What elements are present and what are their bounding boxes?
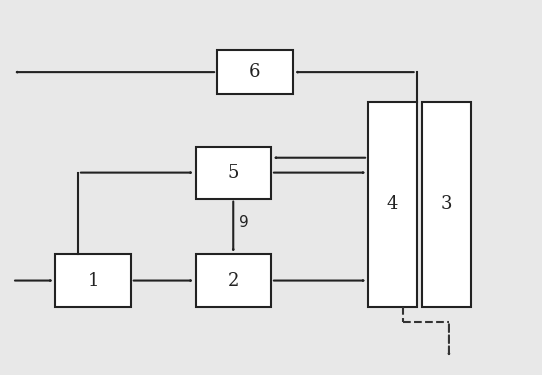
Text: 6: 6 <box>249 63 261 81</box>
Text: 1: 1 <box>87 272 99 290</box>
FancyBboxPatch shape <box>196 147 271 199</box>
FancyBboxPatch shape <box>368 102 417 307</box>
Text: 5: 5 <box>228 164 239 182</box>
Text: 9: 9 <box>238 215 248 230</box>
Text: 2: 2 <box>228 272 239 290</box>
Text: 4: 4 <box>386 195 398 213</box>
FancyBboxPatch shape <box>422 102 470 307</box>
FancyBboxPatch shape <box>217 50 293 94</box>
FancyBboxPatch shape <box>196 255 271 307</box>
Text: 3: 3 <box>441 195 452 213</box>
FancyBboxPatch shape <box>55 255 131 307</box>
